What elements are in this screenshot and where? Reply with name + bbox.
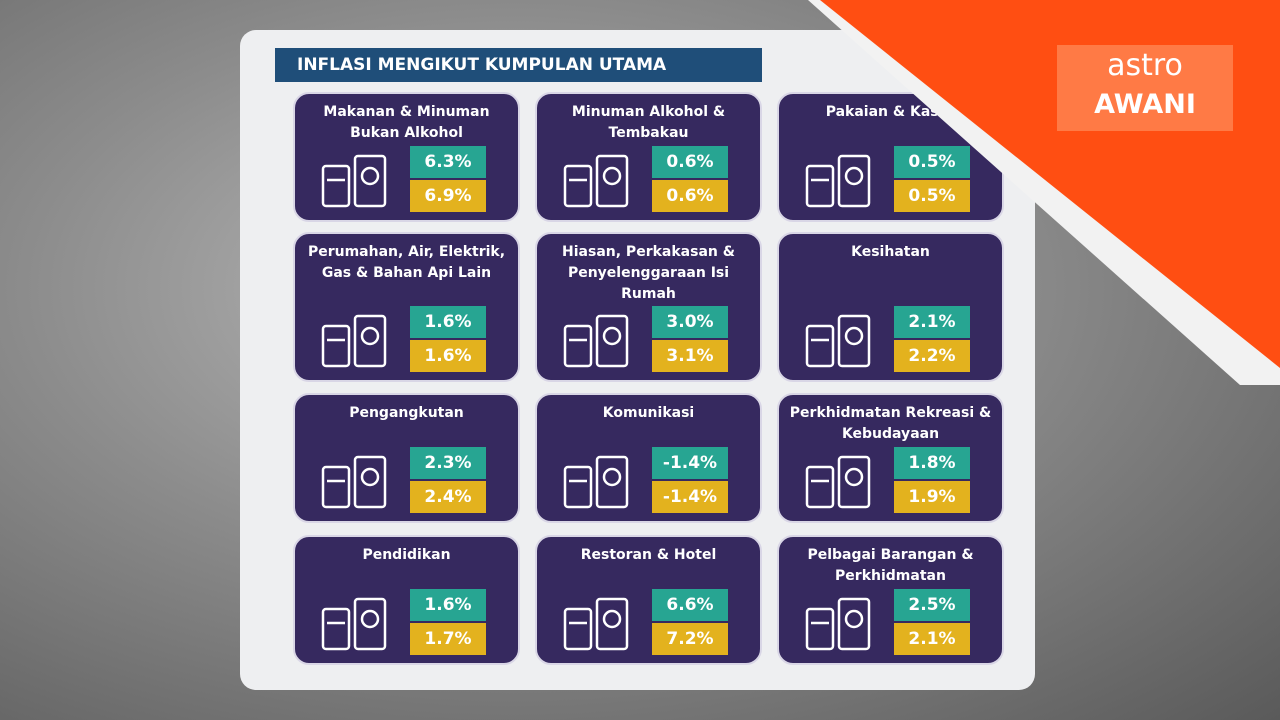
- value-previous: 1.7%: [410, 623, 486, 655]
- value-current: 1.6%: [410, 589, 486, 621]
- icon: [321, 314, 387, 368]
- value-current: 2.5%: [894, 589, 970, 621]
- icon: [563, 154, 629, 208]
- card: Hiasan, Perkakasan & Penyelenggaraan Isi…: [535, 232, 762, 382]
- card-title: Komunikasi: [602, 405, 695, 421]
- card: Pendidikan 1.6% 1.7%: [293, 535, 520, 665]
- icon: [805, 314, 871, 368]
- value-current: 0.6%: [652, 146, 728, 178]
- icon: [805, 455, 871, 509]
- logo-text: AWANI: [1094, 89, 1196, 120]
- icon: [563, 314, 629, 368]
- value-current: 6.3%: [410, 146, 486, 178]
- card-title: Pengangkutan: [349, 405, 464, 421]
- card-title: Perkhidmatan Rekreasi & Kebudayaan: [789, 405, 992, 442]
- value-current: 0.5%: [894, 146, 970, 178]
- value-previous: 0.5%: [894, 180, 970, 212]
- value-previous: 6.9%: [410, 180, 486, 212]
- value-previous: 7.2%: [652, 623, 728, 655]
- value-current: 1.8%: [894, 447, 970, 479]
- icon: [321, 455, 387, 509]
- card-title: Pakaian & Kasut: [825, 104, 956, 120]
- icon: [563, 597, 629, 651]
- icon: [321, 154, 387, 208]
- value-previous: 2.1%: [894, 623, 970, 655]
- card: Pengangkutan 2.3% 2.4%: [293, 393, 520, 523]
- value-previous: 0.6%: [652, 180, 728, 212]
- card: Perumahan, Air, Elektrik, Gas & Bahan Ap…: [293, 232, 520, 382]
- card-title: Kesihatan: [851, 244, 930, 260]
- card: Kesihatan 2.1% 2.2%: [777, 232, 1004, 382]
- card: Perkhidmatan Rekreasi & Kebudayaan 1.8% 1.…: [777, 393, 1004, 523]
- value-current: 6.6%: [652, 589, 728, 621]
- card-title: Restoran & Hotel: [580, 547, 717, 563]
- value-current: 3.0%: [652, 306, 728, 338]
- value-previous: 2.2%: [894, 340, 970, 372]
- logo: astro AWANI: [1057, 45, 1233, 131]
- card: Makanan & Minuman Bukan Alkohol 6.3% 6.9%: [293, 92, 520, 222]
- header-title: INFLASI MENGIKUT KUMPULAN UTAMA: [275, 48, 762, 82]
- icon: [805, 154, 871, 208]
- card: Restoran & Hotel 6.6% 7.2%: [535, 535, 762, 665]
- value-previous: 1.6%: [410, 340, 486, 372]
- value-current: 2.3%: [410, 447, 486, 479]
- icon: [563, 455, 629, 509]
- value-previous: 3.1%: [652, 340, 728, 372]
- value-current: 2.1%: [894, 306, 970, 338]
- card-title: Makanan & Minuman Bukan Alkohol: [323, 104, 490, 141]
- card: Minuman Alkohol & Tembakau 0.6% 0.6%: [535, 92, 762, 222]
- value-current: 1.6%: [410, 306, 486, 338]
- card: Pelbagai Barangan & Perkhidmatan 2.5% 2.1%: [777, 535, 1004, 665]
- value-previous: 1.9%: [894, 481, 970, 513]
- card-title: Hiasan, Perkakasan & Penyelenggaraan Isi…: [562, 244, 735, 302]
- icon: [321, 597, 387, 651]
- icon: [805, 597, 871, 651]
- card-title: Pendidikan: [362, 547, 451, 563]
- logo-text: astro: [1107, 48, 1183, 83]
- value-current: -1.4%: [652, 447, 728, 479]
- card: Komunikasi -1.4% -1.4%: [535, 393, 762, 523]
- value-previous: -1.4%: [652, 481, 728, 513]
- card-title: Perumahan, Air, Elektrik, Gas & Bahan Ap…: [307, 244, 506, 281]
- value-previous: 2.4%: [410, 481, 486, 513]
- card-title: Pelbagai Barangan & Perkhidmatan: [807, 547, 974, 584]
- card-title: Minuman Alkohol & Tembakau: [571, 104, 726, 141]
